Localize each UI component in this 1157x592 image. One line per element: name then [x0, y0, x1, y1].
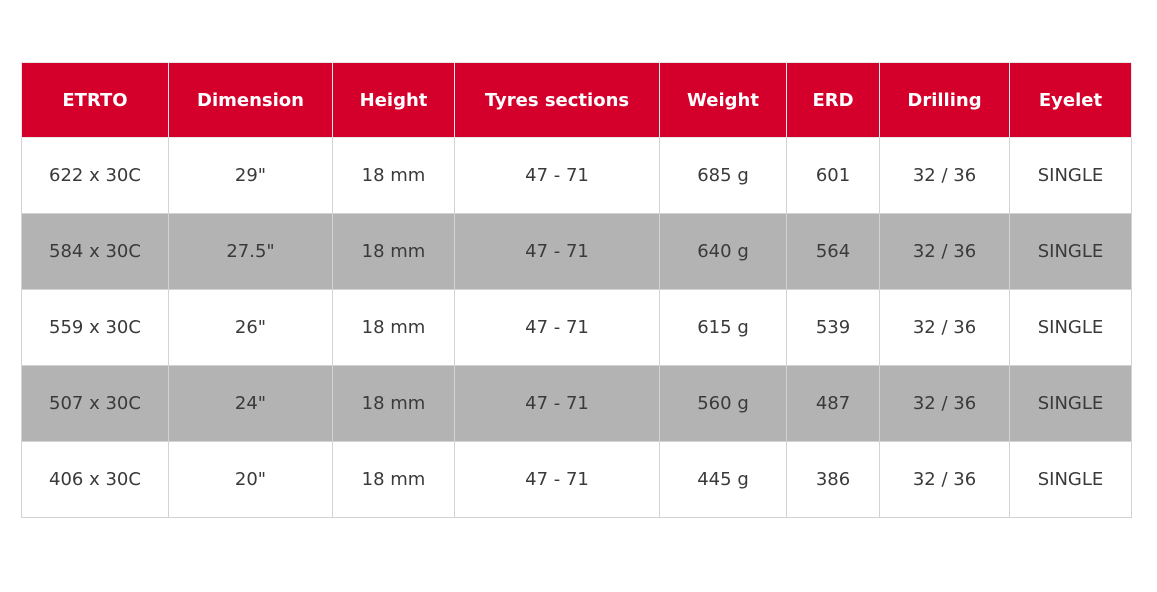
cell-drilling: 32 / 36	[879, 137, 1010, 214]
cell-drilling: 32 / 36	[879, 365, 1010, 442]
cell-eyelet: SINGLE	[1009, 213, 1132, 290]
cell-erd: 487	[786, 365, 880, 442]
table-header-row: ETRTO Dimension Height Tyres sections We…	[21, 62, 1132, 138]
cell-height: 18 mm	[332, 213, 455, 290]
cell-etrto: 406 x 30C	[21, 441, 169, 518]
cell-weight: 560 g	[659, 365, 787, 442]
cell-erd: 386	[786, 441, 880, 518]
cell-etrto: 559 x 30C	[21, 289, 169, 366]
cell-eyelet: SINGLE	[1009, 441, 1132, 518]
cell-erd: 539	[786, 289, 880, 366]
cell-drilling: 32 / 36	[879, 441, 1010, 518]
cell-dimension: 24"	[168, 365, 333, 442]
header-height: Height	[332, 62, 455, 138]
cell-tyres-sections: 47 - 71	[454, 365, 660, 442]
cell-weight: 640 g	[659, 213, 787, 290]
cell-etrto: 507 x 30C	[21, 365, 169, 442]
cell-tyres-sections: 47 - 71	[454, 213, 660, 290]
cell-eyelet: SINGLE	[1009, 289, 1132, 366]
cell-eyelet: SINGLE	[1009, 137, 1132, 214]
cell-etrto: 584 x 30C	[21, 213, 169, 290]
cell-weight: 615 g	[659, 289, 787, 366]
table-row: 622 x 30C 29" 18 mm 47 - 71 685 g 601 32…	[21, 137, 1132, 214]
header-weight: Weight	[659, 62, 787, 138]
cell-erd: 601	[786, 137, 880, 214]
cell-height: 18 mm	[332, 365, 455, 442]
cell-eyelet: SINGLE	[1009, 365, 1132, 442]
cell-weight: 685 g	[659, 137, 787, 214]
header-eyelet: Eyelet	[1009, 62, 1132, 138]
cell-dimension: 26"	[168, 289, 333, 366]
cell-drilling: 32 / 36	[879, 213, 1010, 290]
header-dimension: Dimension	[168, 62, 333, 138]
table-row: 406 x 30C 20" 18 mm 47 - 71 445 g 386 32…	[21, 441, 1132, 518]
cell-tyres-sections: 47 - 71	[454, 441, 660, 518]
header-erd: ERD	[786, 62, 880, 138]
cell-height: 18 mm	[332, 441, 455, 518]
table-row: 584 x 30C 27.5" 18 mm 47 - 71 640 g 564 …	[21, 213, 1132, 290]
table-row: 559 x 30C 26" 18 mm 47 - 71 615 g 539 32…	[21, 289, 1132, 366]
cell-dimension: 20"	[168, 441, 333, 518]
cell-tyres-sections: 47 - 71	[454, 289, 660, 366]
header-etrto: ETRTO	[21, 62, 169, 138]
cell-dimension: 29"	[168, 137, 333, 214]
cell-drilling: 32 / 36	[879, 289, 1010, 366]
cell-height: 18 mm	[332, 289, 455, 366]
rim-spec-table: ETRTO Dimension Height Tyres sections We…	[21, 62, 1132, 518]
cell-tyres-sections: 47 - 71	[454, 137, 660, 214]
cell-weight: 445 g	[659, 441, 787, 518]
header-drilling: Drilling	[879, 62, 1010, 138]
cell-dimension: 27.5"	[168, 213, 333, 290]
table-row: 507 x 30C 24" 18 mm 47 - 71 560 g 487 32…	[21, 365, 1132, 442]
cell-height: 18 mm	[332, 137, 455, 214]
cell-erd: 564	[786, 213, 880, 290]
cell-etrto: 622 x 30C	[21, 137, 169, 214]
header-tyres-sections: Tyres sections	[454, 62, 660, 138]
